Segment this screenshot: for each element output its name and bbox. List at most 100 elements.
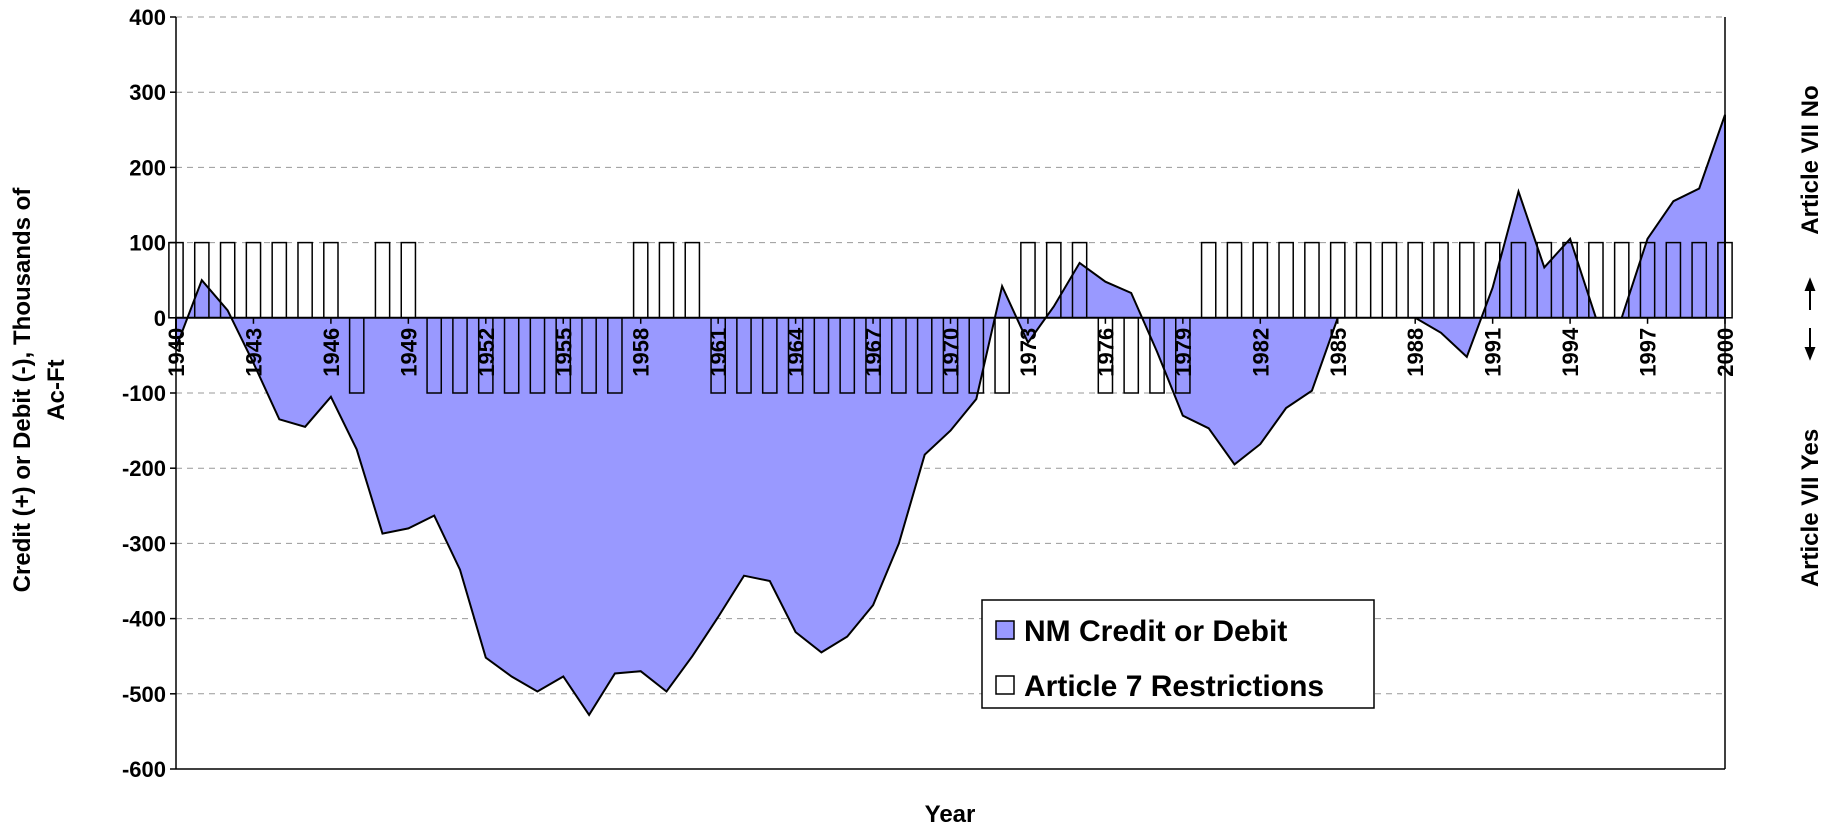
y2-label: Article VII No: [1797, 85, 1824, 234]
arrows: [1804, 277, 1816, 361]
legend-swatch: [995, 620, 1015, 640]
bar: [323, 241, 339, 319]
bar: [297, 241, 313, 319]
x-tick-label: 1952: [474, 328, 499, 377]
x-tick-label: 1997: [1636, 328, 1661, 377]
x-tick-label: 1961: [706, 328, 731, 377]
bar: [1407, 241, 1424, 319]
bar: [426, 317, 443, 394]
bar: [994, 317, 1010, 394]
y-tick-label: -300: [122, 531, 166, 556]
x-tick-label: 1988: [1403, 328, 1428, 377]
bar: [452, 317, 468, 394]
plot: [168, 114, 1733, 717]
y-tick-label: -100: [122, 381, 166, 406]
legend-label: NM Credit or Debit: [1024, 615, 1287, 648]
x-tick-label: 1943: [241, 328, 266, 377]
bar: [503, 317, 520, 394]
bar: [1510, 241, 1527, 319]
y-tick-label: -200: [122, 456, 166, 481]
bar: [1278, 241, 1294, 319]
bar: [1665, 241, 1682, 319]
x-tick-label: 1985: [1326, 328, 1351, 377]
bar: [968, 317, 985, 394]
y-tick-label: 200: [129, 155, 166, 180]
y-tick-label: -600: [122, 757, 166, 782]
legend: NM Credit or Debit Article 7 Restrictions: [981, 599, 1375, 709]
bar: [632, 241, 649, 319]
bar: [1433, 241, 1449, 319]
x-tick-label: 1958: [629, 328, 654, 377]
bar: [1458, 241, 1475, 319]
bar: [400, 241, 417, 319]
x-tick-label: 1964: [784, 327, 809, 377]
bar: [1691, 241, 1708, 319]
legend-swatch: [995, 675, 1015, 695]
area: [175, 114, 1726, 717]
axes: -600 -500 -400 -300 -200 -100 0 100 200 300 400 194…: [122, 5, 1738, 782]
bar: [1071, 241, 1088, 319]
x-tick-label: 1991: [1481, 328, 1506, 377]
bar: [1484, 241, 1501, 319]
arrow-head: [1804, 277, 1816, 291]
x-tick-label: 1979: [1171, 328, 1196, 377]
y-tick-label: -400: [122, 607, 166, 632]
bar: [1226, 241, 1243, 319]
bar: [374, 241, 391, 319]
bar: [1045, 241, 1062, 319]
x-tick-label: 1967: [861, 328, 886, 377]
bar: [916, 317, 933, 394]
y-tick-label: -500: [122, 682, 166, 707]
bar: [684, 241, 701, 319]
x-axis-title: Year: [925, 801, 976, 828]
bar: [1536, 241, 1553, 319]
x-tick-label: 1955: [551, 328, 576, 377]
bar: [607, 317, 623, 394]
x-tick-label: 1940: [164, 328, 189, 377]
y-axis-title: Credit (+) or Debit (-), Thousands of: [9, 187, 36, 593]
bar: [348, 317, 365, 394]
bar: [219, 241, 236, 319]
bar: [1329, 241, 1346, 319]
x-tick-label: 2000: [1713, 328, 1738, 377]
x-tick-label: 1976: [1093, 328, 1118, 377]
arrow-head: [1804, 347, 1816, 361]
bar: [529, 317, 546, 394]
bar: [1200, 241, 1217, 319]
legend-label: Article 7 Restrictions: [1024, 670, 1324, 703]
bar: [581, 317, 597, 394]
y-tick-label: 400: [129, 5, 166, 30]
bar: [1613, 241, 1630, 319]
bar: [1639, 241, 1656, 319]
x-tick-label: 1994: [1558, 327, 1583, 377]
bar: [1381, 241, 1398, 319]
bar: [891, 317, 907, 394]
bar: [1149, 317, 1165, 394]
bar: [1020, 241, 1036, 319]
bar: [1304, 241, 1320, 319]
x-tick-label: 1949: [396, 328, 421, 377]
x-tick-label: 1982: [1248, 328, 1273, 377]
x-tick-label: 1946: [319, 328, 344, 377]
y-tick-label: 100: [129, 231, 166, 256]
bar: [761, 317, 778, 394]
bar: [658, 241, 675, 319]
bar: [1252, 241, 1269, 319]
y-tick-label: 0: [154, 306, 166, 331]
bar: [839, 317, 856, 394]
bar: [813, 317, 830, 394]
bar: [245, 241, 262, 319]
x-tick-label: 1973: [1016, 328, 1041, 377]
bar: [1123, 317, 1140, 394]
y2-label: Article VII Yes: [1797, 429, 1824, 587]
bar: [193, 241, 210, 319]
y-axis-title: Ac-Ft: [43, 359, 70, 420]
y-tick-label: 300: [129, 80, 166, 105]
bar: [1355, 241, 1372, 319]
bar: [271, 241, 288, 319]
legend-box: [981, 599, 1375, 709]
x-tick-label: 1970: [939, 328, 964, 377]
bar: [1562, 241, 1578, 319]
bar: [1588, 241, 1604, 319]
